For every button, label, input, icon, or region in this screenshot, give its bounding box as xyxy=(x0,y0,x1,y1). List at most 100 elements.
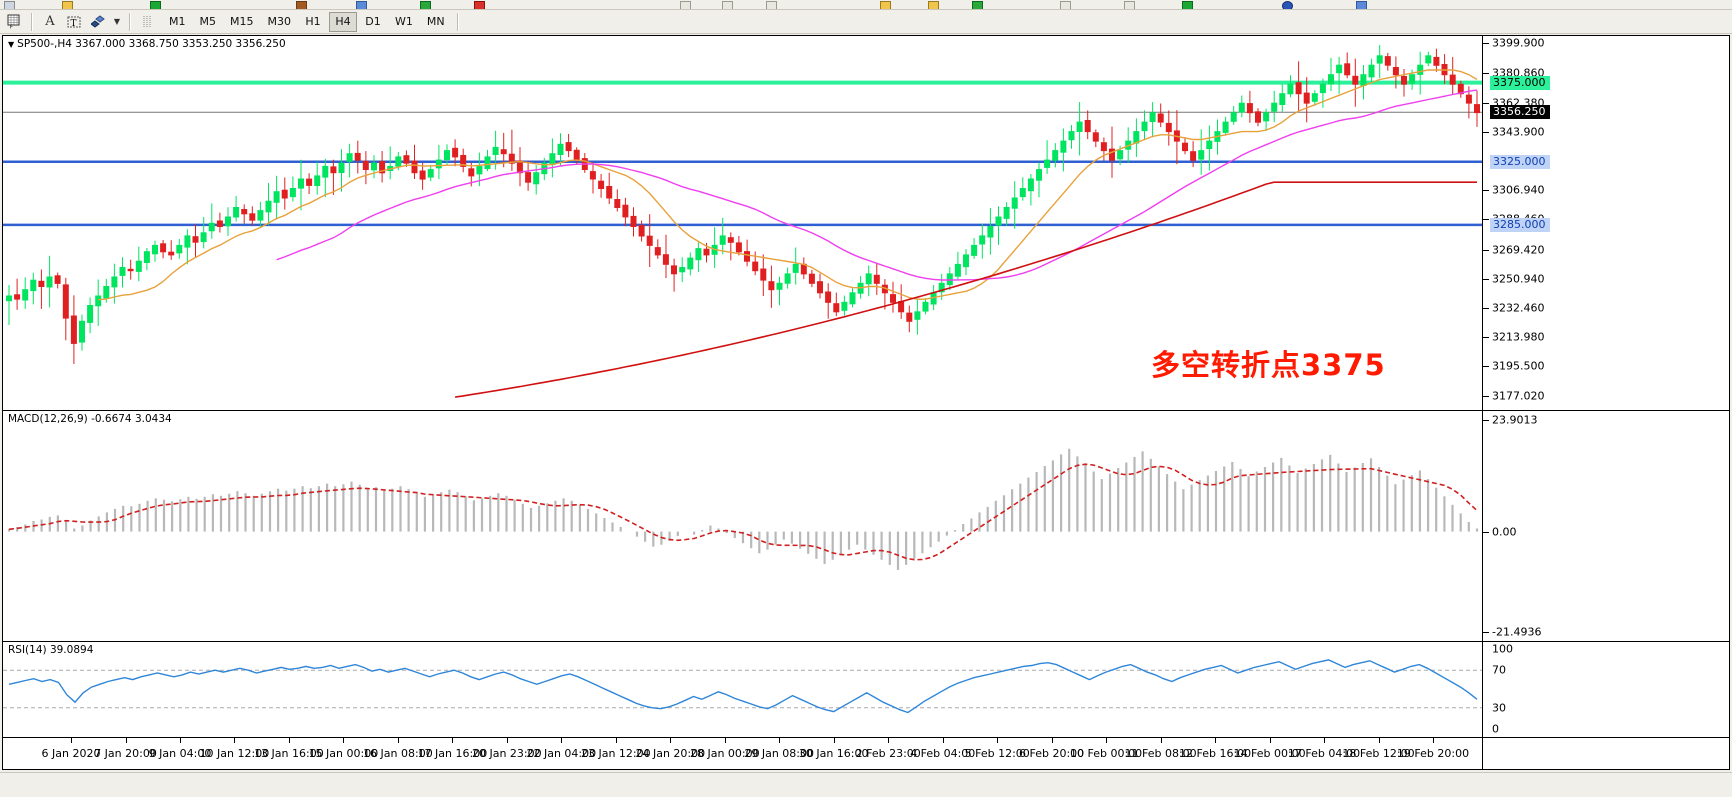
time-axis-label: 12 Feb 16:00 xyxy=(1179,747,1252,760)
bar-chart-icon[interactable] xyxy=(150,1,161,9)
price-scale-label: 3213.980 xyxy=(1492,330,1545,344)
time-tick xyxy=(1324,738,1325,743)
macd-pane[interactable]: MACD(12,26,9) -0.6674 3.0434 23.9013 0.00… xyxy=(3,410,1729,641)
price-tick xyxy=(1483,249,1489,251)
settings-icon[interactable] xyxy=(1282,1,1293,9)
zoom-out-icon[interactable] xyxy=(474,1,485,9)
grid-toggle-icon[interactable] xyxy=(722,1,733,9)
support-level-tag[interactable]: 3325.000 xyxy=(1490,154,1550,169)
time-tick xyxy=(1051,738,1053,743)
price-pane-label: ▼ SP500-,H4 3367.000 3368.750 3353.250 33… xyxy=(8,38,286,50)
time-tick xyxy=(833,738,835,743)
rsi-pane[interactable]: RSI(14) 39.0894 100 70 30 0 xyxy=(3,641,1729,737)
time-tick xyxy=(180,738,181,743)
time-tick xyxy=(888,738,890,743)
indicator-icon[interactable] xyxy=(1124,1,1135,9)
support-level-tag[interactable]: 3285.000 xyxy=(1490,217,1550,232)
time-tick xyxy=(724,738,726,743)
crosshair-grid-button[interactable]: F xyxy=(3,12,25,32)
time-axis-label: 24 Jan 20:00 xyxy=(635,747,706,760)
drawing-toolbar[interactable]: F A T ▼ M1 M5 M15 M30 H xyxy=(0,10,1732,34)
text-box-button[interactable]: T xyxy=(63,12,85,32)
price-scale-label: 3177.020 xyxy=(1492,389,1545,402)
svg-text:F: F xyxy=(10,25,13,30)
macd-pane-label: MACD(12,26,9) -0.6674 3.0434 xyxy=(8,413,172,425)
time-tick xyxy=(942,738,944,743)
period-separator-button[interactable] xyxy=(137,12,159,32)
price-plot xyxy=(3,45,1482,398)
timeframe-w1[interactable]: W1 xyxy=(395,15,413,28)
macd-tick xyxy=(1483,531,1489,533)
zoom-in-icon[interactable] xyxy=(420,1,431,9)
timeframe-m1[interactable]: M1 xyxy=(169,15,186,28)
time-tick xyxy=(288,738,290,743)
price-scale[interactable]: 3399.900 3380.860 3362.380 3343.900 3306.940… xyxy=(1483,36,1729,409)
window-icon[interactable] xyxy=(1356,1,1367,9)
macd-scale[interactable]: 23.9013 0.00 -21.4936 xyxy=(1483,411,1729,641)
text-label-button[interactable]: A xyxy=(45,14,55,29)
resistance-level-tag[interactable]: 3375.000 xyxy=(1490,75,1550,90)
timeframe-mn[interactable]: MN xyxy=(426,15,445,28)
objects-list-icon[interactable] xyxy=(1060,1,1071,9)
magnifier-icon[interactable] xyxy=(62,1,73,9)
price-scale-label: 3232.460 xyxy=(1492,301,1545,315)
time-tick xyxy=(1106,738,1108,743)
time-axis-label: 7 Jan 20:00 xyxy=(94,747,157,760)
rsi-scale[interactable]: 100 70 30 0 xyxy=(1483,642,1729,737)
chart-annotation: 多空转折点3375 xyxy=(1151,348,1386,382)
timeframe-m5[interactable]: M5 xyxy=(199,15,217,28)
ohlc-toggle-icon[interactable] xyxy=(766,1,777,9)
time-axis: 6 Jan 2020 7 Jan 20:00 9 Jan 04:00 10 Jan 1… xyxy=(3,737,1729,769)
timeframe-m15[interactable]: M15 xyxy=(230,15,254,28)
rsi-scale-label: 0 xyxy=(1492,722,1499,736)
timeframe-h1[interactable]: H1 xyxy=(305,15,321,28)
collapse-arrow-icon[interactable]: ▼ xyxy=(8,40,15,49)
chart-area[interactable]: ▼ SP500-,H4 3367.000 3368.750 3353.250 33… xyxy=(2,35,1730,770)
time-axis-label: 10 Jan 12:00 xyxy=(199,747,270,760)
time-tick xyxy=(125,738,127,743)
timeframe-d1[interactable]: D1 xyxy=(365,15,381,28)
timeframe-m30[interactable]: M30 xyxy=(267,15,292,28)
price-tick xyxy=(1483,337,1489,339)
time-tick xyxy=(1160,738,1162,743)
time-axis-label: 6 Feb 20:00 xyxy=(1019,747,1085,760)
price-scale-label: 3306.940 xyxy=(1492,183,1545,197)
template-icon[interactable] xyxy=(680,1,691,9)
status-bar xyxy=(0,772,1732,797)
upper-toolbar-strip[interactable] xyxy=(0,0,1732,10)
bid-price-tag[interactable]: 3356.250 xyxy=(1490,105,1550,120)
price-tick xyxy=(1483,219,1489,221)
expert-icon[interactable] xyxy=(1182,1,1193,9)
toolbar-separator-2 xyxy=(129,12,131,31)
candle-chart-icon[interactable] xyxy=(296,1,307,9)
time-axis-label: 14 Feb 00:00 xyxy=(1233,747,1306,760)
price-scale-label: 3269.420 xyxy=(1492,243,1545,256)
shapes-button[interactable] xyxy=(87,12,109,32)
time-tick xyxy=(1378,738,1380,743)
timeframe-selector[interactable]: M1 M5 M15 M30 H1 H4 D1 W1 MN xyxy=(162,11,452,32)
price-scale-label: 3250.940 xyxy=(1492,272,1545,286)
macd-tick xyxy=(1483,632,1489,633)
new-chart-icon[interactable] xyxy=(4,1,15,9)
time-axis-label: 4 Feb 04:00 xyxy=(910,747,976,760)
time-tick xyxy=(779,738,781,743)
time-axis-label: 9 Jan 04:00 xyxy=(148,747,212,760)
shapes-dropdown-button[interactable]: ▼ xyxy=(113,17,121,26)
timeframe-h4[interactable]: H4 xyxy=(329,11,357,32)
cursor-icon[interactable] xyxy=(880,1,891,9)
time-axis-label: 15 Jan 00:00 xyxy=(308,747,379,760)
shapes-icon xyxy=(90,14,105,28)
time-tick xyxy=(561,738,563,743)
line-chart-icon[interactable] xyxy=(356,1,367,9)
price-tick xyxy=(1483,43,1489,45)
price-tick xyxy=(1483,395,1489,397)
rsi-plot xyxy=(3,659,1482,714)
time-axis-label: 18 Feb 12:00 xyxy=(1342,747,1415,760)
time-axis-label: 17 Feb 04:00 xyxy=(1287,747,1361,760)
price-tick xyxy=(1483,278,1489,280)
price-tick xyxy=(1483,190,1489,192)
crosshair-icon[interactable] xyxy=(928,1,939,9)
autoscroll-icon[interactable] xyxy=(972,1,983,9)
price-pane[interactable]: ▼ SP500-,H4 3367.000 3368.750 3353.250 33… xyxy=(3,36,1729,409)
